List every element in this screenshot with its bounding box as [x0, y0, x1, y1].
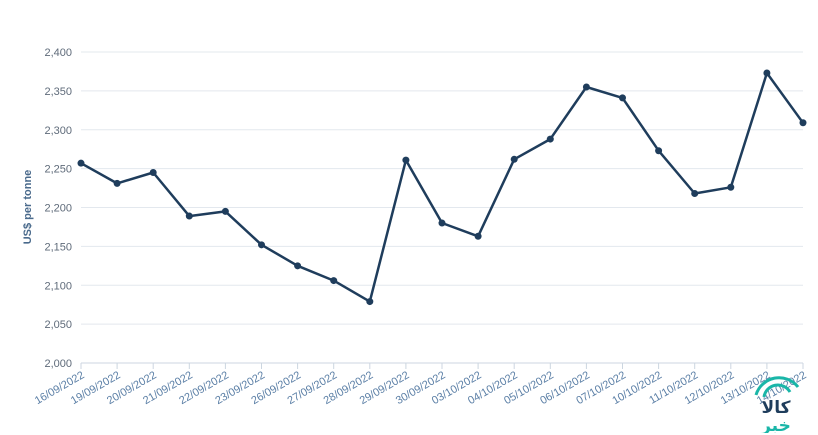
data-point: [149, 169, 157, 177]
data-point: [546, 135, 554, 143]
y-tick-label: 2,000: [44, 358, 72, 370]
data-point: [113, 179, 121, 187]
data-point: [366, 298, 374, 306]
data-point: [655, 147, 663, 155]
data-point: [258, 241, 265, 249]
y-tick-label: 2,350: [44, 86, 72, 98]
x-axis-ticks: 16/09/202219/09/202220/09/202221/09/2022…: [33, 363, 809, 407]
signal-arc-inner-icon: [762, 383, 792, 398]
logo-text-top: کالا: [762, 398, 791, 418]
data-point: [438, 219, 446, 227]
data-point: [582, 83, 590, 91]
data-point: [474, 232, 482, 240]
y-tick-label: 2,050: [44, 319, 72, 331]
data-point: [77, 159, 85, 167]
series-line: [80, 71, 805, 303]
signal-arc-outer-icon: [754, 376, 800, 396]
data-point: [727, 183, 735, 191]
data-points: [77, 69, 807, 306]
y-tick-label: 2,250: [44, 164, 72, 176]
data-point: [799, 119, 807, 127]
data-point: [330, 277, 338, 285]
y-axis-label: US$ per tonne: [22, 170, 34, 245]
data-point: [294, 262, 302, 270]
y-tick-label: 2,300: [44, 125, 72, 137]
data-point: [185, 212, 193, 220]
y-axis-ticks: 2,000 2,050 2,100 2,150 2,200 2,250 2,300 2,350…: [44, 47, 72, 370]
data-point: [510, 155, 518, 163]
data-point: [619, 94, 626, 102]
watermark-logo: کالا خبر: [754, 376, 800, 433]
y-tick-label: 2,400: [44, 47, 72, 59]
y-tick-label: 2,150: [44, 241, 72, 253]
data-point: [763, 69, 771, 77]
y-tick-label: 2,100: [44, 280, 72, 292]
data-point: [691, 190, 699, 198]
data-point: [402, 156, 410, 164]
logo-text-bottom: خبر: [760, 416, 791, 433]
y-tick-label: 2,200: [44, 203, 72, 215]
data-point: [221, 207, 229, 215]
grid-lines: [81, 51, 803, 325]
